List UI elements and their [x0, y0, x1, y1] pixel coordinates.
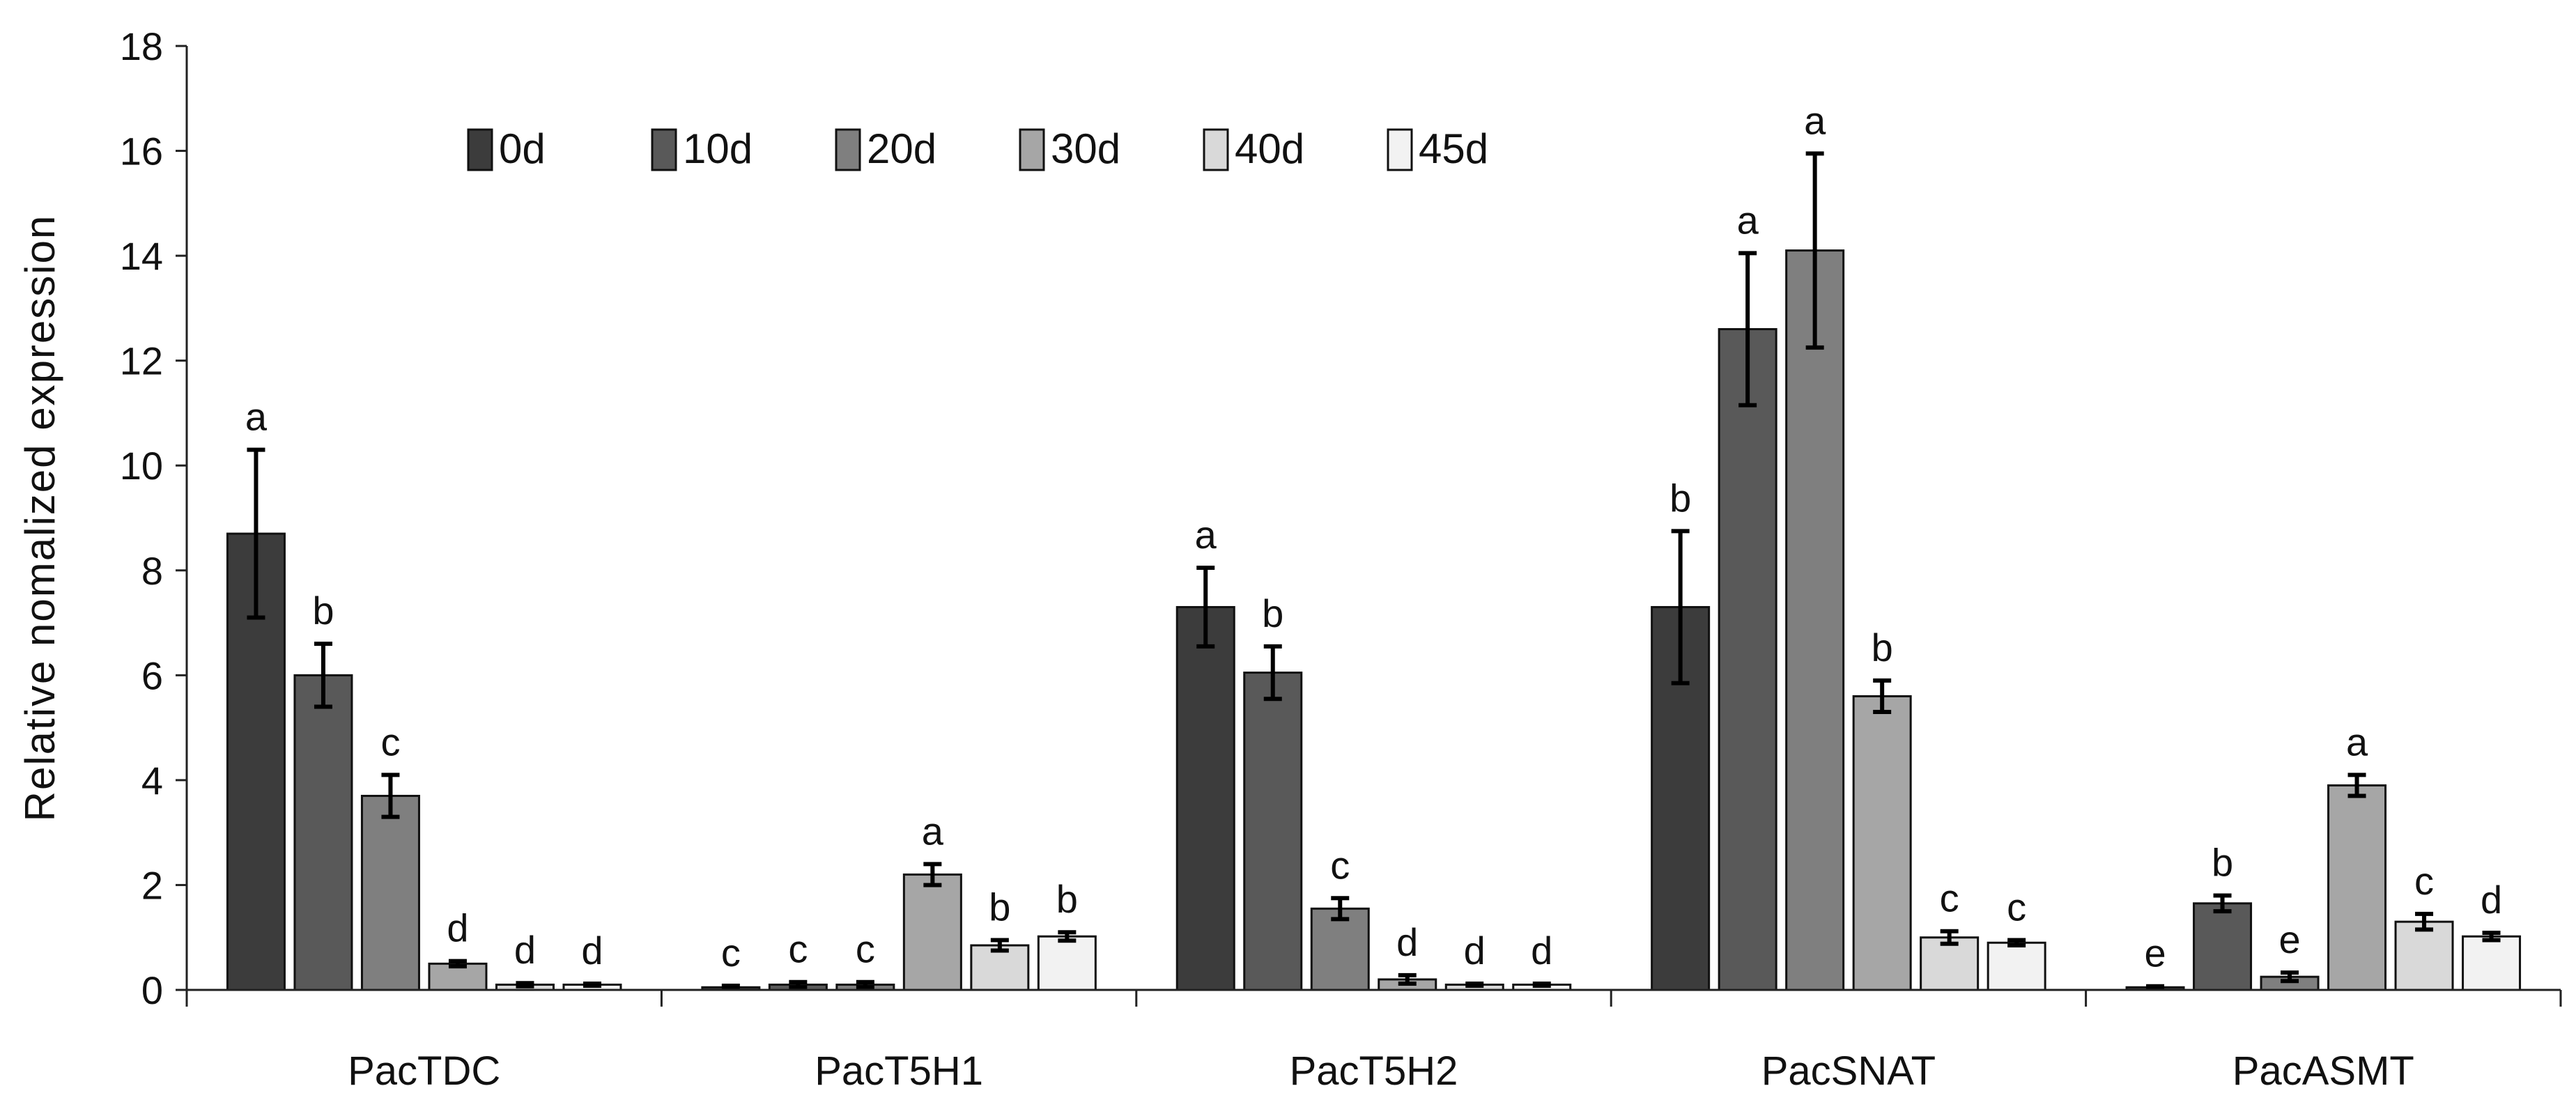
bar	[2193, 902, 2253, 991]
significance-letter: c	[2414, 859, 2434, 903]
x-category-label: PacASMT	[2232, 1048, 2414, 1094]
significance-letter: e	[2278, 917, 2300, 961]
significance-letter: a	[245, 395, 268, 439]
significance-letter: d	[1531, 929, 1552, 972]
significance-letter: d	[1464, 929, 1486, 972]
bar	[1987, 941, 2046, 991]
significance-letter: a	[1737, 198, 1759, 242]
bar	[2394, 920, 2454, 991]
y-tick-label: 2	[141, 863, 163, 907]
x-category-label: PacT5H2	[1290, 1048, 1458, 1094]
y-tick-label: 0	[141, 968, 163, 1012]
significance-letter: b	[1262, 591, 1283, 635]
x-category-label: PacSNAT	[1761, 1048, 1936, 1094]
bar	[1037, 935, 1097, 991]
legend-swatch	[651, 128, 677, 171]
legend-swatch	[1387, 128, 1413, 171]
legend: 0d 10d 20d 30d 40d 45d	[467, 125, 1488, 172]
y-tick-label: 8	[141, 549, 163, 593]
legend-label: 40d	[1235, 125, 1304, 172]
y-tick-label: 18	[120, 24, 163, 68]
bar	[2327, 784, 2387, 991]
significance-letter: a	[922, 809, 944, 853]
y-tick-label: 4	[141, 759, 163, 803]
bar	[1718, 328, 1777, 991]
significance-letter: c	[1330, 843, 1350, 887]
legend-swatch	[1019, 128, 1045, 171]
bars: a b c d d d c c c a b b a b c d d d b a a b c c e b e a c d	[226, 98, 2522, 991]
x-axis: PacTDC PacT5H1 PacT5H2 PacSNAT PacASMT	[185, 990, 2562, 1094]
legend-label: 30d	[1051, 125, 1120, 172]
bar	[360, 794, 420, 991]
legend-label: 20d	[867, 125, 936, 172]
y-tick-label: 10	[120, 444, 163, 488]
significance-letter: d	[447, 906, 468, 950]
bar	[1175, 605, 1235, 991]
significance-letter: d	[581, 929, 603, 972]
significance-letter: d	[2481, 878, 2502, 922]
significance-letter: b	[989, 885, 1010, 929]
bar	[1920, 936, 1980, 991]
significance-letter: b	[1056, 877, 1078, 921]
legend-label: 45d	[1419, 125, 1488, 172]
significance-letter: b	[312, 589, 334, 633]
significance-letter: c	[721, 931, 741, 975]
significance-letter: d	[1396, 920, 1418, 964]
significance-letter: a	[1804, 98, 1826, 142]
legend-label: 10d	[683, 125, 753, 172]
significance-letter: d	[514, 928, 536, 972]
y-tick-label: 16	[120, 130, 163, 173]
bar	[293, 674, 353, 991]
significance-letter: c	[788, 927, 808, 971]
y-tick-label: 6	[141, 653, 163, 697]
significance-letter: c	[856, 927, 875, 971]
significance-letter: c	[2007, 885, 2026, 929]
bar	[2462, 935, 2522, 991]
significance-letter: a	[1195, 513, 1217, 557]
significance-letter: b	[1872, 626, 1893, 669]
bar	[1785, 249, 1845, 991]
bar	[1243, 672, 1303, 991]
significance-letter: c	[1940, 876, 1959, 920]
legend-swatch	[467, 128, 493, 171]
significance-letter: b	[2212, 841, 2233, 885]
significance-letter: c	[380, 720, 400, 764]
bar	[1852, 695, 1912, 991]
significance-letter: e	[2144, 931, 2166, 975]
significance-letter: a	[2346, 720, 2368, 764]
significance-letter: b	[1669, 476, 1691, 520]
legend-swatch	[835, 128, 861, 171]
y-axis-ticks: 0 2 4 6 8 10 12 14 16 18	[120, 24, 187, 1012]
y-axis-title: Relative nomalized expression	[17, 215, 63, 822]
bar	[902, 873, 962, 991]
y-tick-label: 14	[120, 234, 163, 278]
legend-swatch	[1203, 128, 1229, 171]
x-category-label: PacT5H1	[815, 1048, 983, 1094]
x-category-label: PacTDC	[348, 1048, 500, 1094]
y-tick-label: 12	[120, 339, 163, 383]
legend-label: 0d	[499, 125, 546, 172]
